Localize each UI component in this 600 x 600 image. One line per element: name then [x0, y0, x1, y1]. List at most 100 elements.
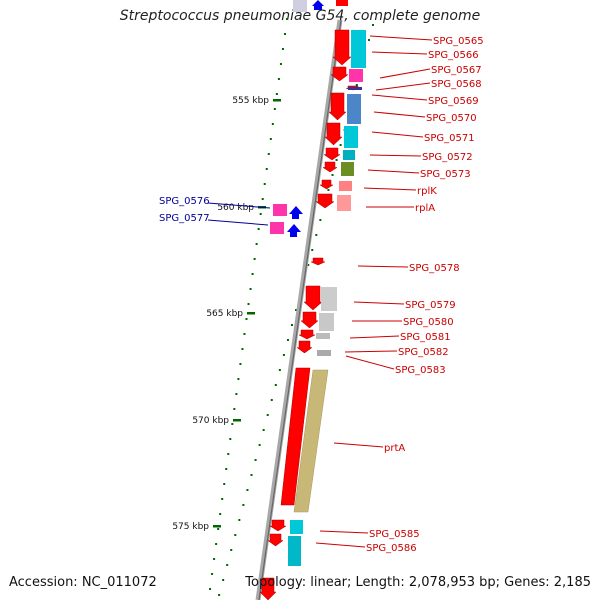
gene-label: SPG_0580 — [403, 317, 454, 328]
tick-dot — [263, 183, 266, 185]
gene-label: SPG_0572 — [422, 152, 473, 163]
tick-dot — [211, 573, 214, 575]
gene-label: SPG_0585 — [369, 529, 420, 540]
accession-label: Accession: NC_011072 — [9, 575, 157, 590]
gene-label: SPG_0573 — [420, 169, 471, 180]
tick-dot — [247, 303, 250, 305]
tick-dot — [209, 588, 212, 590]
gene-labels: SPG_0565 SPG_0566 SPG_0567 SPG_0568 SPG_0569… — [159, 35, 484, 554]
tick-dot — [307, 264, 310, 266]
tick-dot — [279, 63, 282, 65]
gene-block — [344, 126, 358, 148]
tick-dot — [291, 324, 293, 326]
gene-block — [341, 162, 354, 176]
leader-line — [333, 442, 384, 448]
gene-block — [288, 536, 301, 566]
tick-dot — [311, 249, 314, 251]
gene-arrow — [298, 329, 316, 340]
tick-dot — [218, 594, 221, 596]
gene-label: SPG_0583 — [395, 365, 446, 376]
tick-dot — [275, 93, 278, 95]
tick-dot — [269, 138, 272, 140]
leader-line — [375, 82, 431, 91]
gene-block — [349, 69, 363, 82]
gene-arrow — [330, 66, 349, 82]
leader-line — [371, 51, 428, 55]
tick-dot — [266, 414, 269, 416]
gene-block — [343, 150, 355, 160]
gene-block — [290, 520, 303, 534]
gene-block — [319, 313, 334, 331]
tick-dot — [271, 123, 274, 125]
tick-dot — [222, 579, 225, 581]
gene-block — [347, 94, 361, 124]
gene-arrow — [267, 533, 284, 547]
leader-line — [207, 219, 269, 226]
gene-arrow — [310, 257, 326, 266]
tick-dot — [243, 333, 246, 335]
tick-dot — [257, 228, 260, 230]
gene-label: SPG_0582 — [398, 347, 449, 358]
leader-line — [371, 131, 424, 138]
ruler-tick — [233, 419, 241, 422]
leader-line — [379, 68, 431, 79]
gene-arrow-reverse — [287, 224, 301, 237]
gene-label: SPG_0569 — [428, 96, 479, 107]
leader-line — [344, 350, 398, 353]
gene-arrow — [269, 519, 287, 532]
tick-dot — [270, 399, 273, 401]
gene-arrow — [319, 179, 334, 190]
gene-arrow — [296, 340, 313, 354]
tick-dot — [254, 459, 257, 461]
leader-line — [357, 265, 409, 268]
gene-block — [316, 333, 330, 339]
tick-dot — [339, 144, 342, 146]
gene-block — [317, 350, 331, 356]
gene-label: SPG_0568 — [431, 79, 482, 90]
leader-line — [363, 187, 417, 191]
tick-dot — [295, 309, 298, 311]
tick-dot — [262, 429, 265, 431]
tick-dot — [226, 564, 229, 566]
gene-block — [351, 30, 366, 68]
tick-dot — [235, 393, 238, 395]
tick-dot — [245, 318, 248, 320]
leader-line — [367, 169, 420, 174]
gene-block — [348, 87, 362, 90]
leader-line — [373, 111, 426, 118]
tick-dot — [319, 219, 322, 221]
gene-label: SPG_0566 — [428, 50, 479, 61]
leader-line — [315, 542, 366, 548]
leader-line — [369, 35, 433, 41]
gene-label: SPG_0570 — [426, 113, 477, 124]
gene-arrow — [323, 147, 341, 161]
gene-label: SPG_0586 — [366, 543, 417, 554]
tick-dot — [255, 243, 258, 245]
tick-dot — [261, 198, 264, 200]
tick-dot — [215, 543, 218, 545]
gene-arrow — [300, 311, 319, 329]
gene-block — [273, 204, 287, 216]
tick-dot — [242, 504, 245, 506]
gene-block — [339, 181, 352, 191]
gene-block-prtA — [293, 369, 329, 513]
gene-label: SPG_0576 — [159, 196, 210, 207]
tick-dot — [331, 174, 334, 176]
gene-arrow-reverse — [312, 0, 324, 10]
gene-label: SPG_0577 — [159, 213, 210, 224]
ruler-label: 555 kbp — [232, 96, 269, 106]
gene-arrow — [259, 577, 277, 600]
genome-backbone — [255, 19, 343, 600]
ruler-label: 575 kbp — [172, 522, 209, 532]
tick-dot — [233, 408, 236, 410]
tick-dot — [367, 39, 370, 41]
tick-dot — [258, 444, 261, 446]
tick-dot — [267, 153, 270, 155]
tick-dot — [229, 438, 232, 440]
tick-dot — [281, 48, 284, 50]
tick-dot — [273, 108, 276, 110]
tick-dot — [238, 519, 241, 521]
gene-label: SPG_0581 — [400, 332, 451, 343]
tick-dot — [282, 354, 285, 356]
